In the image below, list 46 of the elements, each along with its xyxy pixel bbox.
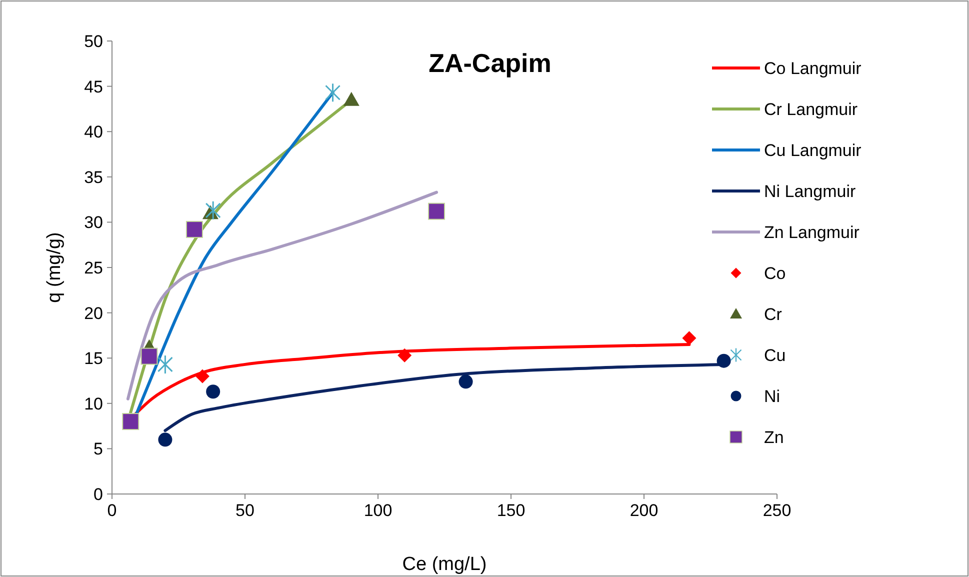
x-tick-label: 250 — [762, 501, 792, 520]
legend-label: Zn Langmuir — [764, 223, 860, 242]
legend-label: Ni — [764, 387, 780, 406]
x-tick-label: 150 — [496, 501, 526, 520]
point — [195, 369, 210, 384]
legend-label: Co Langmuir — [764, 59, 862, 78]
point — [343, 92, 360, 106]
x-tick-label: 100 — [364, 501, 392, 520]
y-tick-label: 25 — [84, 258, 103, 278]
point — [186, 220, 203, 238]
legend-label: Cu — [764, 346, 786, 365]
legend-label: Zn — [764, 428, 784, 447]
point — [206, 384, 220, 399]
point — [157, 354, 173, 374]
point — [158, 432, 172, 447]
point — [682, 331, 696, 346]
y-tick-label: 30 — [84, 213, 103, 232]
x-tick-label: 50 — [236, 501, 254, 520]
point — [716, 354, 731, 368]
point — [205, 200, 221, 220]
x-axis-title: Ce (mg/L) — [402, 554, 487, 575]
point — [458, 374, 473, 389]
y-tick-label: 40 — [84, 122, 103, 142]
chart-title: ZA-Capim — [428, 48, 552, 78]
y-axis-title: q (mg/g) — [44, 232, 65, 303]
point — [140, 348, 158, 365]
line-series — [126, 190, 438, 400]
y-tick-label: 20 — [84, 304, 103, 323]
y-tick-label: 35 — [84, 168, 103, 187]
point — [325, 82, 341, 102]
y-tick-label: 0 — [94, 485, 103, 504]
y-tick-label: 15 — [84, 349, 103, 368]
legend-label: Ni Langmuir — [764, 182, 856, 201]
y-tick-label: 45 — [84, 77, 103, 96]
x-tick-label: 200 — [630, 501, 658, 520]
y-tick-label: 50 — [84, 32, 103, 51]
point — [398, 348, 412, 362]
x-tick-label: 0 — [107, 501, 117, 520]
point — [122, 413, 140, 430]
legend-label: Cr — [764, 305, 782, 324]
legend-label: Co — [764, 264, 786, 283]
legend-label: Cr Langmuir — [764, 100, 858, 119]
y-tick-label: 10 — [84, 394, 103, 414]
point — [428, 202, 446, 220]
legend-label: Cu Langmuir — [764, 141, 862, 160]
y-tick-label: 5 — [94, 440, 103, 459]
